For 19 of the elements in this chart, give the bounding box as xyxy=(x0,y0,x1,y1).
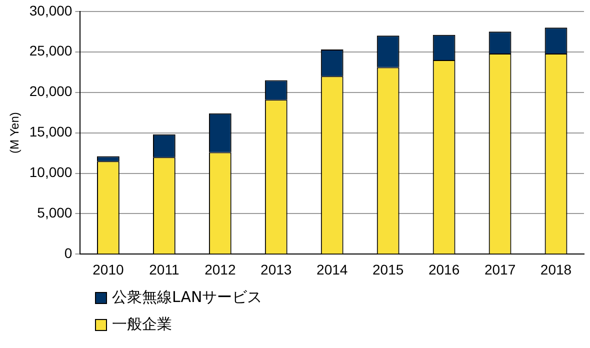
x-tick-label: 2016 xyxy=(428,261,460,278)
y-axis-title: (M Yen) xyxy=(8,112,22,154)
y-tick-label: 30,000 xyxy=(29,2,72,18)
x-tick-label: 2013 xyxy=(260,261,292,278)
x-tick-label: 2015 xyxy=(372,261,404,278)
y-tick-label: 5,000 xyxy=(37,204,72,221)
y-tick-label: 15,000 xyxy=(29,124,72,140)
legend-label: 一般企業 xyxy=(112,315,172,334)
y-tick-label: 20,000 xyxy=(29,83,72,100)
x-tick-label: 2011 xyxy=(149,261,180,278)
y-tick-label: 25,000 xyxy=(29,42,72,59)
y-tick-label: 0 xyxy=(64,245,72,262)
y-tick-label: 10,000 xyxy=(29,164,72,180)
x-tick-label: 2017 xyxy=(484,261,516,278)
legend-label: 公衆無線LANサービス xyxy=(112,288,262,307)
x-tick-label: 2010 xyxy=(92,261,124,278)
x-tick-label: 2014 xyxy=(316,261,348,278)
x-tick-label: 2012 xyxy=(204,261,236,278)
x-tick-label: 2018 xyxy=(540,261,572,278)
